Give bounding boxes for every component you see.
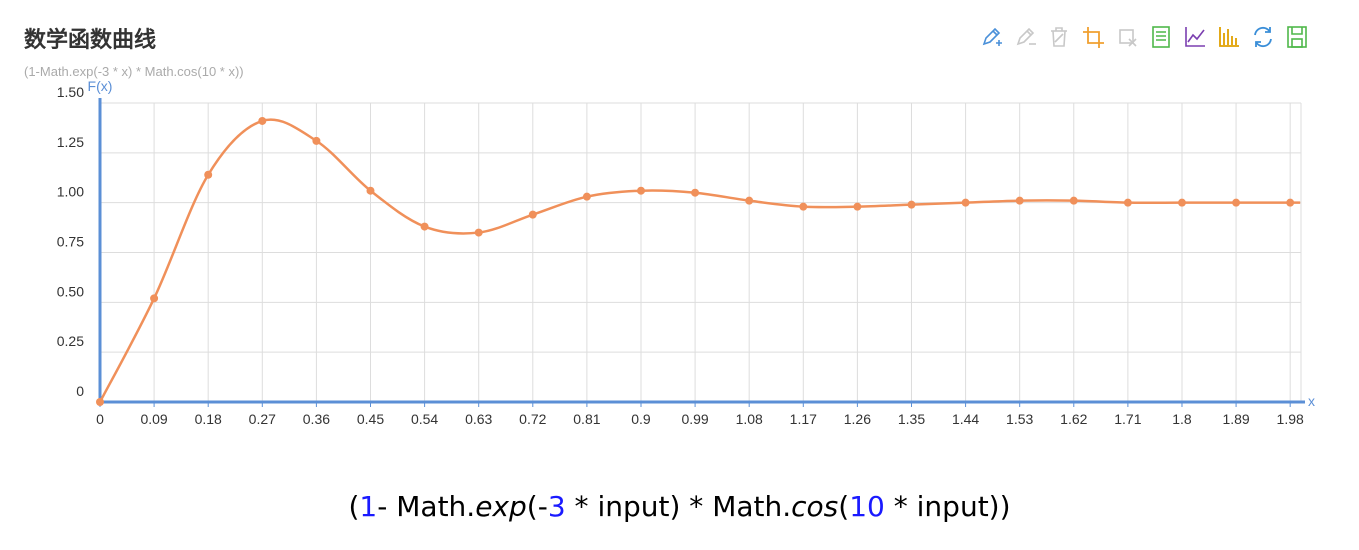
formula-text: * input) * Math.	[565, 490, 792, 523]
data-zoom-reset-icon	[1016, 27, 1036, 46]
refresh-icon	[1254, 26, 1272, 48]
line-chart: 00.250.500.751.001.251.50 0 0.09 0.18 0.27 0…	[57, 78, 1315, 427]
save-image-button[interactable]	[1282, 22, 1312, 52]
formula-number-ten: 10	[849, 490, 885, 523]
data-point	[1015, 196, 1024, 205]
x-tick-label: 0	[96, 411, 104, 427]
grid-lines	[100, 102, 1302, 402]
restore-button[interactable]	[1044, 22, 1074, 52]
x-tick-label: 1.35	[898, 411, 925, 427]
x-tick-label: 0.45	[357, 411, 384, 427]
series-line-path	[98, 118, 1301, 403]
y-tick-label: 0.25	[57, 333, 84, 349]
data-point	[691, 188, 700, 197]
data-zoom-icon	[982, 27, 1002, 46]
x-tick-label: 0.99	[681, 411, 708, 427]
formula-text: (-	[526, 490, 548, 523]
data-point	[1286, 198, 1295, 207]
data-point	[258, 116, 267, 125]
data-point	[961, 198, 970, 207]
data-point	[907, 200, 916, 209]
chart-title: 数学函数曲线	[24, 28, 157, 53]
data-point	[636, 186, 645, 195]
data-point	[853, 202, 862, 211]
brush-clear-icon	[1119, 29, 1137, 47]
y-tick-label: 1.25	[57, 134, 84, 150]
x-axis-label: x	[1308, 393, 1315, 409]
y-axis-tick-labels: 0 0.25 0.50 0.75 1.00 1.25 1.50	[57, 84, 84, 399]
toolbox	[976, 22, 1312, 52]
line-chart-icon	[1185, 27, 1205, 47]
brush-rect-icon	[1083, 27, 1104, 48]
data-point	[150, 294, 159, 303]
x-tick-label: 0.63	[465, 411, 492, 427]
formula-number-three: 3	[547, 490, 566, 523]
restore-icon	[1051, 27, 1067, 47]
x-tick-label: 1.62	[1060, 411, 1087, 427]
data-point	[1232, 198, 1241, 207]
data-point	[528, 210, 537, 219]
data-point	[799, 202, 808, 211]
x-tick-label: 1.53	[1006, 411, 1033, 427]
y-tick-label: 0.75	[57, 234, 84, 250]
x-axis-tick-labels: 0 0.09 0.18 0.27 0.36 0.45 0.54 0.63 0.72 0.81 0.9…	[96, 411, 1304, 427]
bar-chart-icon	[1219, 27, 1239, 47]
data-point	[1123, 198, 1132, 207]
save-image-icon	[1287, 26, 1307, 48]
chart-subtitle: (1-Math.exp(-3 * x) * Math.cos(10 * x))	[24, 64, 244, 79]
data-points	[96, 116, 1295, 406]
x-tick-label: 1.98	[1277, 411, 1304, 427]
y-tick-label: 1.50	[57, 84, 84, 100]
axes	[98, 98, 1305, 407]
x-tick-label: 1.71	[1114, 411, 1141, 427]
y-axis-label: F(x)	[88, 78, 113, 94]
data-zoom-button[interactable]	[976, 22, 1006, 52]
x-tick-label: 0.72	[519, 411, 546, 427]
data-point	[1177, 198, 1186, 207]
x-tick-label: 0.9	[631, 411, 651, 427]
refresh-button[interactable]	[1248, 22, 1278, 52]
x-tick-label: 0.54	[411, 411, 438, 427]
x-tick-label: 0.09	[140, 411, 167, 427]
y-tick-label: 0.50	[57, 283, 84, 299]
data-point	[474, 228, 483, 237]
x-tick-label: 1.17	[790, 411, 817, 427]
data-zoom-reset-button[interactable]	[1010, 22, 1040, 52]
formula-open: (	[348, 490, 360, 523]
brush-clear-button[interactable]	[1112, 22, 1142, 52]
formula-number-one: 1	[359, 490, 378, 523]
formula-text: (	[838, 490, 850, 523]
x-tick-label: 1.8	[1172, 411, 1192, 427]
formula-text: * input))	[884, 490, 1011, 523]
x-tick-label: 1.26	[844, 411, 871, 427]
data-point	[745, 196, 754, 205]
formula-exp: exp	[475, 490, 527, 523]
bar-chart-button[interactable]	[1214, 22, 1244, 52]
x-tick-label: 1.08	[736, 411, 763, 427]
data-point	[582, 192, 591, 201]
formula-caption: (1- Math.exp(-3 * input) * Math.cos(10 *…	[0, 490, 1359, 523]
line-chart-button[interactable]	[1180, 22, 1210, 52]
formula-cos: cos	[791, 490, 839, 523]
data-view-button[interactable]	[1146, 22, 1176, 52]
series-line	[98, 118, 1301, 403]
brush-rect-button[interactable]	[1078, 22, 1108, 52]
data-point	[204, 170, 213, 179]
data-point	[366, 186, 375, 195]
data-view-icon	[1152, 26, 1170, 48]
x-tick-label: 1.89	[1222, 411, 1249, 427]
x-tick-label: 0.36	[303, 411, 330, 427]
y-tick-label: 0	[76, 383, 84, 399]
data-point	[312, 136, 321, 145]
x-tick-label: 1.44	[952, 411, 979, 427]
x-tick-label: 0.81	[573, 411, 600, 427]
data-point	[1069, 196, 1078, 205]
formula-text: - Math.	[377, 490, 476, 523]
x-tick-label: 0.18	[195, 411, 222, 427]
data-point	[420, 222, 429, 231]
y-tick-label: 1.00	[57, 184, 84, 200]
data-point	[96, 398, 104, 406]
x-tick-label: 0.27	[249, 411, 276, 427]
